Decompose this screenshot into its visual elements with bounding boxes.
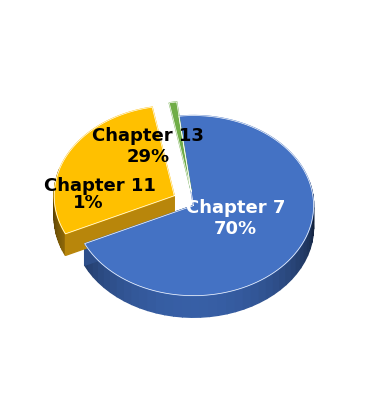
Polygon shape [291, 253, 296, 280]
Polygon shape [200, 295, 209, 318]
Polygon shape [132, 283, 140, 308]
Polygon shape [57, 175, 58, 199]
Polygon shape [65, 196, 174, 256]
Polygon shape [156, 292, 165, 315]
Polygon shape [267, 273, 274, 299]
Polygon shape [59, 221, 60, 245]
Polygon shape [85, 206, 194, 266]
Polygon shape [64, 232, 65, 256]
Polygon shape [56, 177, 57, 202]
Polygon shape [244, 285, 252, 309]
Polygon shape [192, 296, 200, 318]
Polygon shape [55, 208, 56, 232]
Polygon shape [58, 172, 59, 196]
Polygon shape [58, 219, 59, 243]
Polygon shape [183, 296, 192, 318]
Polygon shape [235, 288, 244, 312]
Polygon shape [93, 256, 99, 283]
Polygon shape [312, 215, 313, 243]
Polygon shape [104, 266, 111, 293]
Polygon shape [165, 293, 174, 316]
Polygon shape [89, 250, 93, 277]
Polygon shape [304, 234, 308, 262]
Polygon shape [252, 281, 259, 306]
Polygon shape [311, 188, 313, 216]
Polygon shape [310, 222, 312, 249]
Polygon shape [259, 277, 267, 303]
Polygon shape [296, 247, 301, 274]
Polygon shape [301, 241, 304, 268]
Polygon shape [85, 244, 89, 272]
Polygon shape [56, 211, 57, 235]
Polygon shape [209, 294, 218, 317]
Polygon shape [218, 292, 227, 315]
Polygon shape [274, 269, 280, 295]
Text: Chapter 11: Chapter 11 [44, 177, 156, 195]
Polygon shape [61, 226, 63, 251]
Polygon shape [174, 295, 183, 317]
Polygon shape [286, 258, 291, 285]
Polygon shape [308, 228, 310, 256]
Polygon shape [85, 116, 313, 296]
Polygon shape [140, 286, 148, 311]
Polygon shape [169, 103, 191, 192]
Polygon shape [57, 216, 58, 240]
Polygon shape [111, 271, 117, 297]
Polygon shape [63, 229, 64, 253]
Text: 1%: 1% [72, 194, 103, 211]
Polygon shape [60, 224, 61, 248]
Polygon shape [125, 279, 132, 305]
Polygon shape [309, 181, 311, 210]
Polygon shape [280, 263, 286, 290]
Text: Chapter 13
29%: Chapter 13 29% [92, 127, 204, 165]
Polygon shape [99, 261, 104, 288]
Polygon shape [117, 275, 125, 301]
Polygon shape [54, 108, 174, 234]
Polygon shape [148, 289, 156, 313]
Polygon shape [59, 169, 60, 194]
Polygon shape [55, 183, 56, 207]
Text: Chapter 7
70%: Chapter 7 70% [186, 199, 285, 237]
Polygon shape [227, 290, 235, 314]
